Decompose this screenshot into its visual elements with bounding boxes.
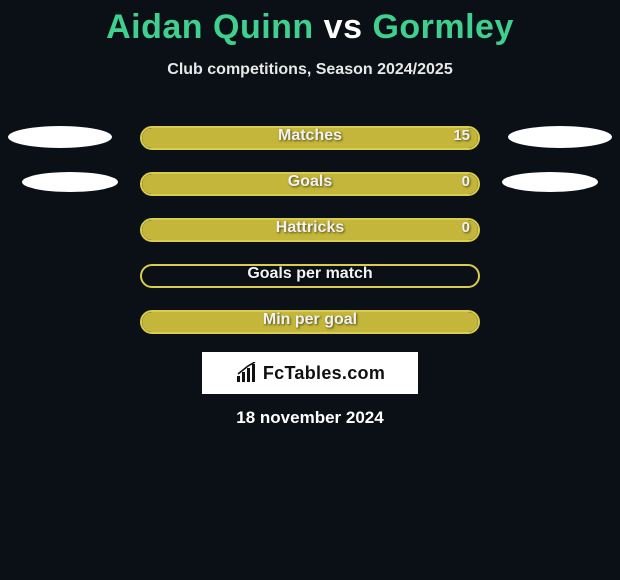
- page-title: Aidan Quinn vs Gormley: [0, 0, 620, 47]
- date-label: 18 november 2024: [0, 408, 620, 428]
- logo-text: FcTables.com: [263, 363, 385, 384]
- right-ellipse: [508, 126, 612, 148]
- left-ellipse: [22, 172, 118, 192]
- stat-label: Hattricks: [276, 219, 344, 237]
- stat-rows: Matches 15 Goals 0 Hattricks 0 Goals per match…: [0, 120, 620, 350]
- stat-label: Min per goal: [263, 311, 357, 329]
- left-ellipse: [8, 126, 112, 148]
- chart-icon: [235, 362, 259, 384]
- player1-name: Aidan Quinn: [106, 8, 314, 46]
- vs-label: vs: [324, 8, 363, 46]
- stat-value: 0: [462, 219, 470, 236]
- stat-value: 0: [462, 173, 470, 190]
- stat-row: Hattricks 0: [0, 212, 620, 258]
- stat-row: Goals 0: [0, 166, 620, 212]
- stat-label: Goals per match: [247, 265, 372, 283]
- stat-row: Goals per match: [0, 258, 620, 304]
- stat-value: 15: [453, 127, 470, 144]
- stat-label: Matches: [278, 127, 342, 145]
- right-ellipse: [502, 172, 598, 192]
- logo-badge: FcTables.com: [202, 352, 418, 394]
- stat-row: Matches 15: [0, 120, 620, 166]
- subtitle: Club competitions, Season 2024/2025: [0, 61, 620, 79]
- player2-name: Gormley: [372, 8, 513, 46]
- stat-row: Min per goal: [0, 304, 620, 350]
- stat-label: Goals: [288, 173, 332, 191]
